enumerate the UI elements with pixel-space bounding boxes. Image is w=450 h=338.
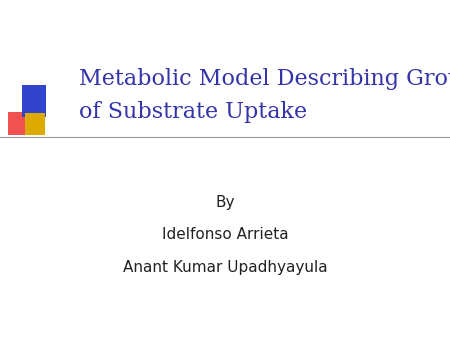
Text: Anant Kumar Upadhyayula: Anant Kumar Upadhyayula — [123, 260, 327, 274]
Bar — [22, 84, 46, 117]
Text: By: By — [215, 195, 235, 210]
Text: of Substrate Uptake: of Substrate Uptake — [79, 101, 307, 123]
Bar — [8, 112, 33, 135]
Bar — [25, 113, 45, 135]
Text: Idelfonso Arrieta: Idelfonso Arrieta — [162, 227, 288, 242]
Text: Metabolic Model Describing Growth: Metabolic Model Describing Growth — [79, 68, 450, 90]
